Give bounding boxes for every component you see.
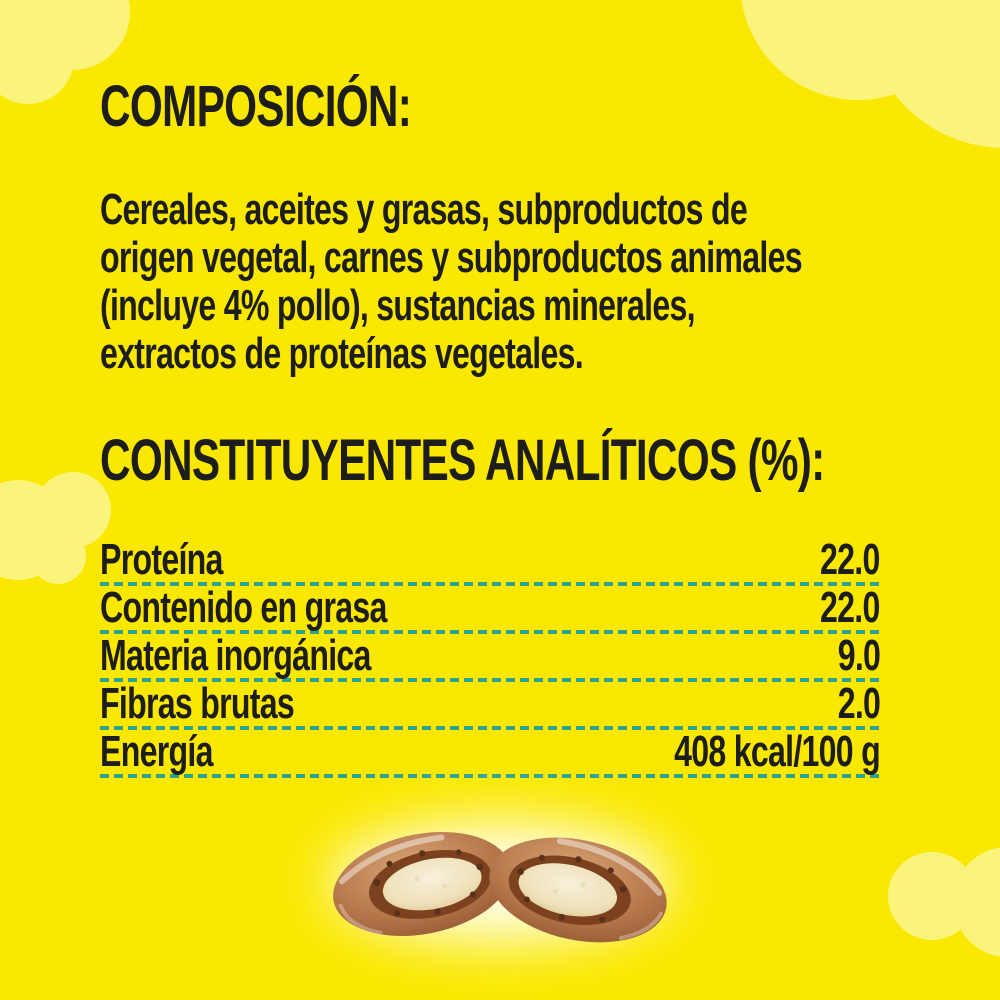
- row-value: 2.0: [837, 679, 881, 728]
- dashed-divider: [100, 630, 880, 634]
- cloud-top-left-icon: [0, 0, 130, 104]
- treat-half-left: [333, 832, 511, 936]
- row-label: Energía: [100, 727, 213, 776]
- cloud-top-right-icon: [741, 0, 1000, 148]
- analytical-table: Proteína 22.0 Contenido en grasa 22.0 Ma…: [100, 535, 881, 778]
- composition-line: origen vegetal, carnes y subproductos an…: [100, 234, 1000, 282]
- composition-line-text: (incluye 4% pollo), sustancias minerales…: [100, 281, 696, 330]
- composition-text: Cereales, aceites y grasas, subproductos…: [100, 186, 1000, 378]
- composition-title: COMPOSICIÓN:: [100, 76, 526, 138]
- composition-line: Cereales, aceites y grasas, subproductos…: [100, 186, 1000, 234]
- composition-line-text: origen vegetal, carnes y subproductos an…: [100, 233, 803, 282]
- row-label: Fibras brutas: [100, 679, 295, 728]
- cloud-middle-left-icon: [0, 472, 111, 584]
- composition-line-text: Cereales, aceites y grasas, subproductos…: [100, 185, 748, 234]
- composition-line: extractos de proteínas vegetales.: [100, 330, 1000, 378]
- dashed-divider: [100, 678, 880, 682]
- row-label: Materia inorgánica: [100, 631, 371, 680]
- composition-title-text: COMPOSICIÓN:: [100, 74, 412, 139]
- cloud-bottom-right-icon: [888, 847, 1000, 957]
- row-value: 9.0: [837, 631, 881, 680]
- dashed-divider: [100, 582, 880, 586]
- table-row: Contenido en grasa 22.0: [100, 583, 881, 632]
- dashed-divider: [100, 726, 880, 730]
- treat-half-right: [489, 837, 667, 943]
- table-row: Fibras brutas 2.0: [100, 679, 881, 728]
- table-row: Materia inorgánica 9.0: [100, 631, 881, 680]
- table-row: Energía 408 kcal/100 g: [100, 727, 881, 776]
- row-value: 22.0: [820, 583, 880, 632]
- row-value: 408 kcal/100 g: [674, 727, 881, 776]
- composition-line: (incluye 4% pollo), sustancias minerales…: [100, 282, 1000, 330]
- table-row: Proteína 22.0: [100, 535, 881, 584]
- treat-image: [333, 832, 667, 943]
- analytical-title: CONSTITUYENTES ANALÍTICOS (%):: [100, 430, 1000, 492]
- dashed-divider: [100, 774, 880, 778]
- row-value: 22.0: [820, 535, 880, 584]
- analytical-title-text: CONSTITUYENTES ANALÍTICOS (%):: [100, 428, 825, 493]
- row-label: Proteína: [100, 535, 223, 584]
- composition-line-text: extractos de proteínas vegetales.: [100, 329, 584, 378]
- row-label: Contenido en grasa: [100, 583, 387, 632]
